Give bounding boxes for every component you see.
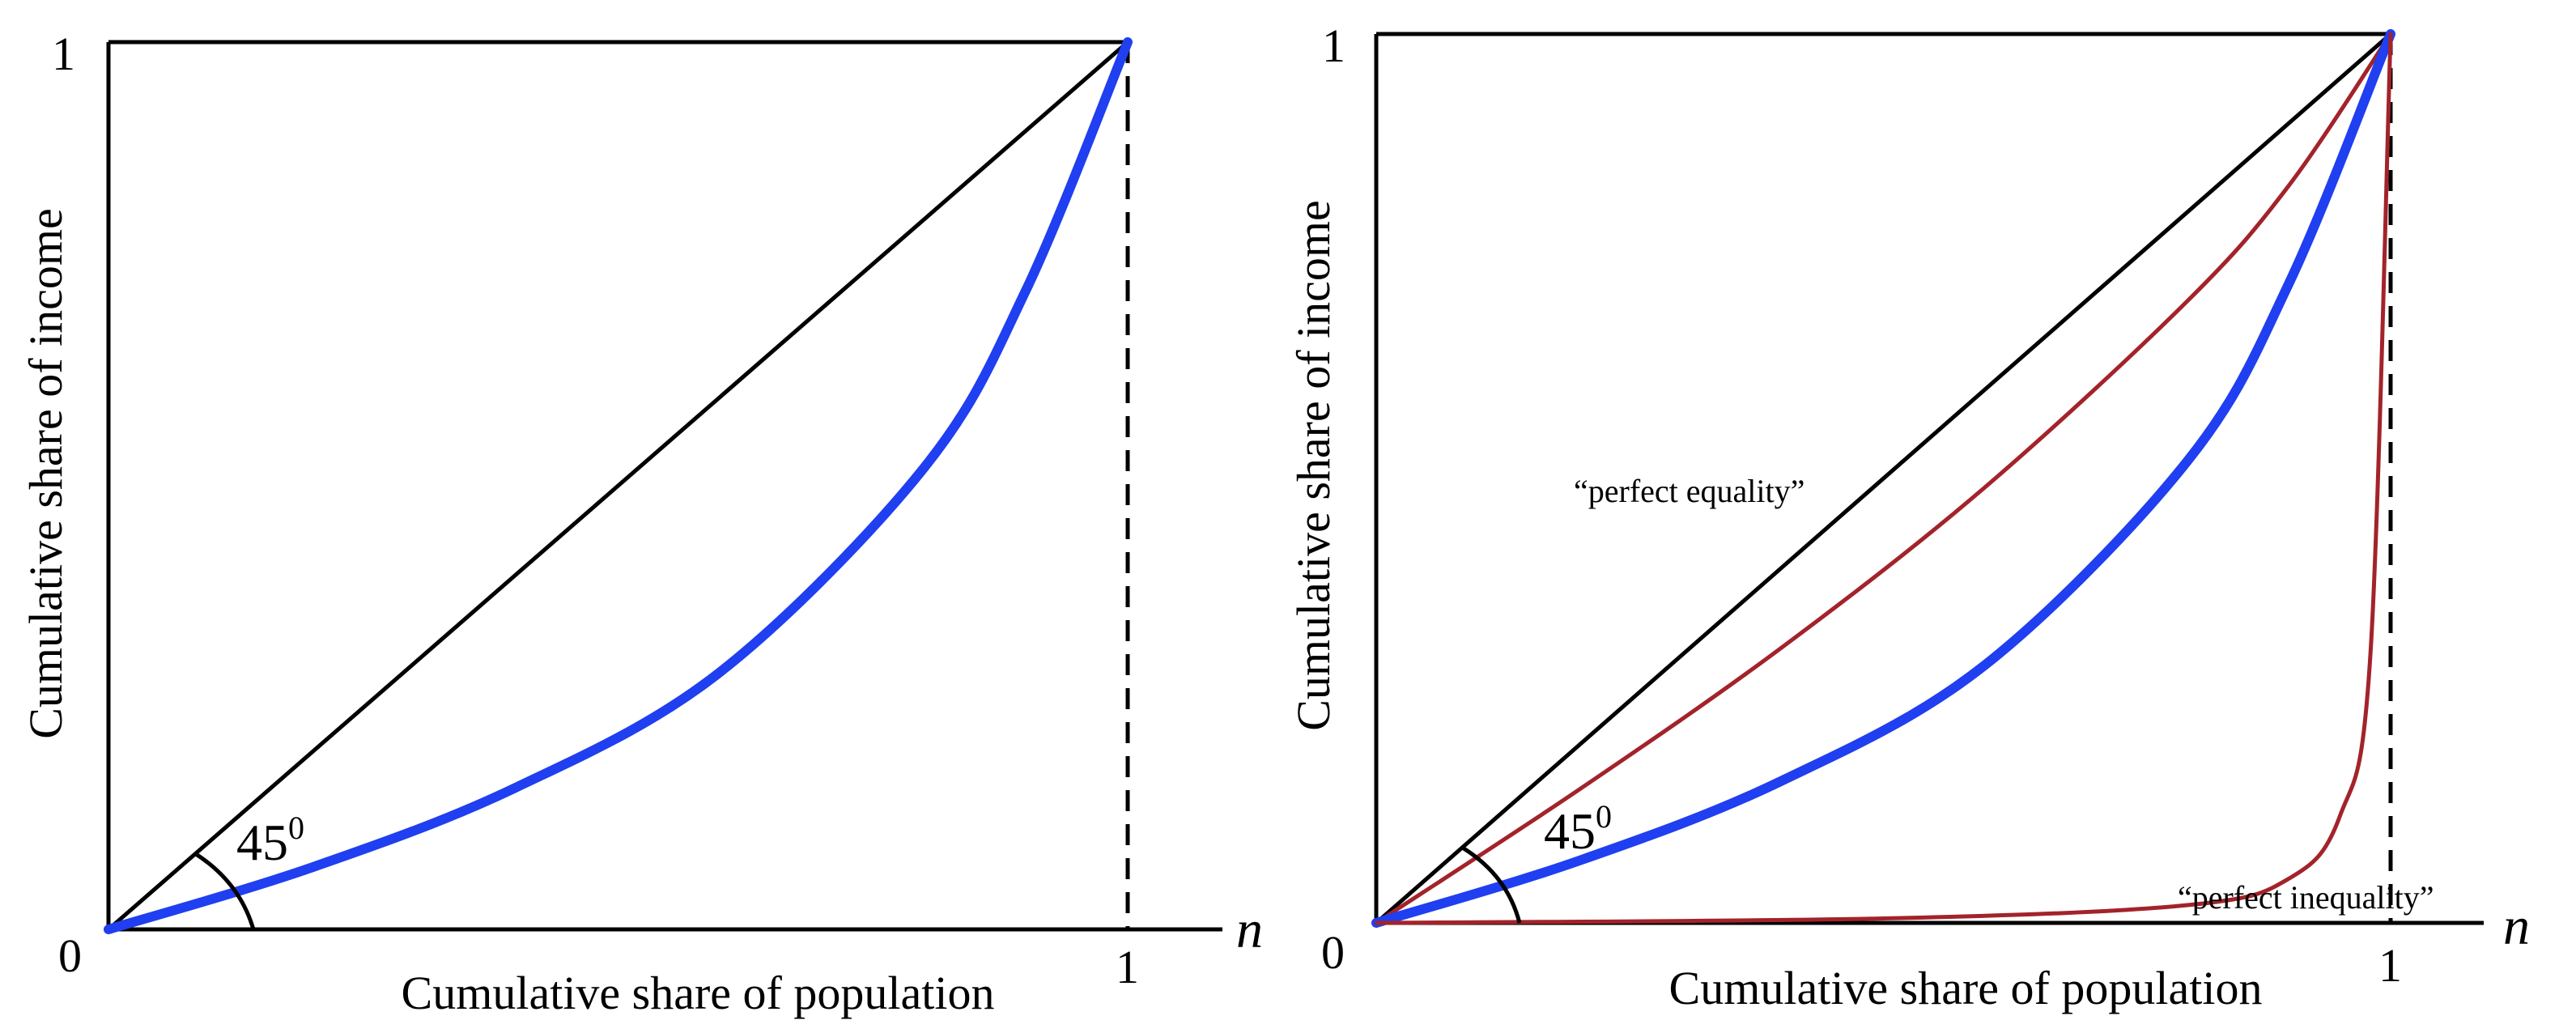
left-x-axis-label: Cumulative share of population xyxy=(402,967,995,1019)
left-origin-label: 0 xyxy=(58,929,82,982)
left-angle-label: 450 xyxy=(236,810,304,871)
right-origin-label: 0 xyxy=(1321,926,1345,979)
perfect-equality-label: “perfect equality” xyxy=(1574,473,1804,509)
right-x-axis-label: Cumulative share of population xyxy=(1669,962,2263,1014)
right-lorenz-curve xyxy=(1371,29,2395,928)
right-series-group xyxy=(1371,29,2395,928)
perfect-inequality-label: “perfect inequality” xyxy=(2178,879,2434,916)
left-equality-line xyxy=(106,40,1130,932)
right-upper-bound-curve xyxy=(1374,32,2393,925)
left-lorenz-curve xyxy=(104,37,1133,934)
left-x-axis-variable: n xyxy=(1236,900,1263,959)
left-panel: 450 1 0 1 n Cumulative share of populati… xyxy=(19,28,1263,1019)
right-equality-line xyxy=(1374,32,2393,925)
right-y-axis-label: Cumulative share of income xyxy=(1287,200,1340,731)
left-y-axis-label: Cumulative share of income xyxy=(19,208,72,739)
left-x-tick-1: 1 xyxy=(1116,941,1139,993)
right-x-axis-variable: n xyxy=(2503,897,2530,956)
left-angle-arc xyxy=(194,852,256,930)
right-x-tick-1: 1 xyxy=(2378,939,2402,992)
right-y-tick-1: 1 xyxy=(1322,19,1345,72)
left-series-group xyxy=(104,37,1133,934)
left-y-tick-1: 1 xyxy=(52,28,75,80)
right-lower-bound-curve xyxy=(1374,32,2393,925)
right-angle-arc xyxy=(1462,846,1522,924)
right-angle-label: 450 xyxy=(1544,798,1612,860)
right-panel: 450 1 0 1 n Cumulative share of populati… xyxy=(1287,19,2530,1014)
